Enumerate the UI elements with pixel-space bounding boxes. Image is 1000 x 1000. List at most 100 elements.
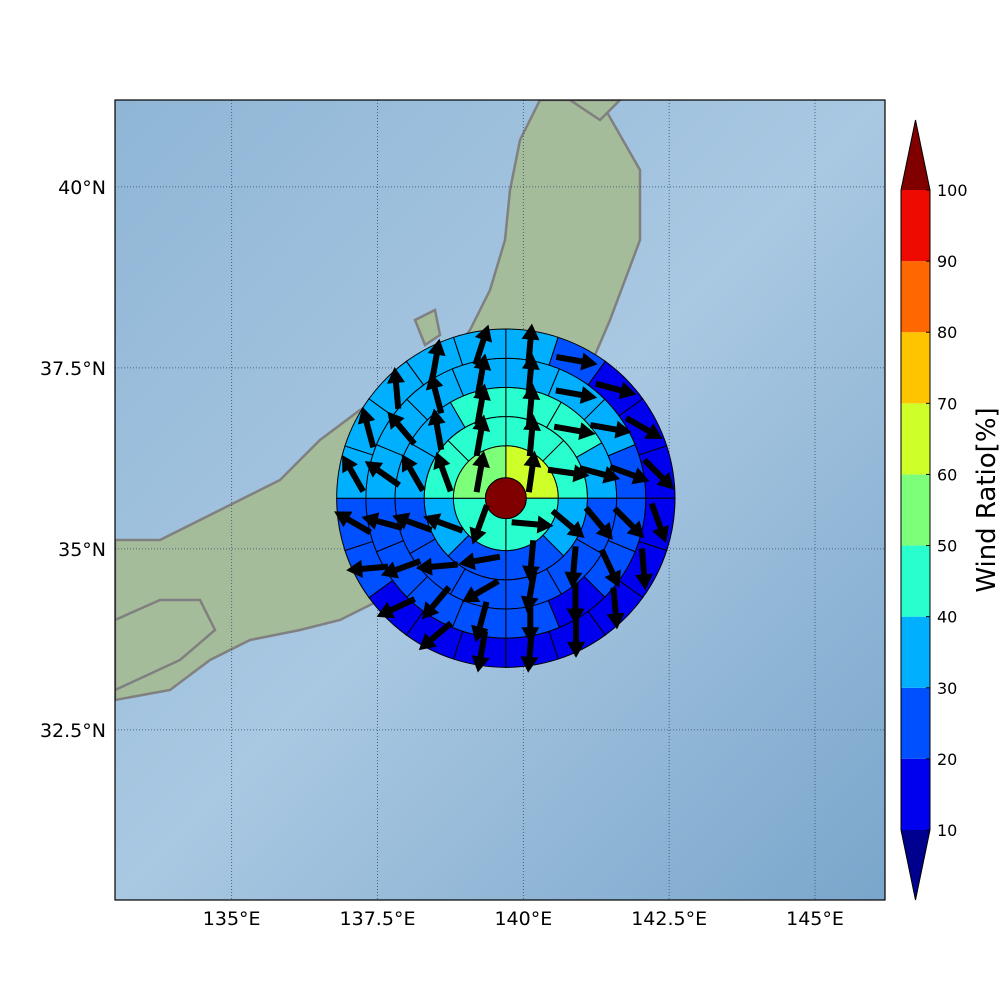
colorbar-tick-label: 40	[937, 608, 957, 627]
wind-arrow-shape	[357, 406, 377, 449]
wind-arrow	[423, 513, 464, 534]
wind-arrow-shape	[461, 578, 500, 603]
wind-arrow-shape	[564, 546, 583, 589]
wind-arrow-shape	[598, 548, 621, 588]
wind-arrow	[472, 450, 490, 493]
colorbar-label: Wind Ratio[%]	[972, 407, 1000, 592]
wind-arrow	[392, 512, 433, 533]
wind-arrow	[433, 451, 454, 493]
land-hokkaido-tip	[567, 100, 622, 122]
wind-arrow-shape	[418, 620, 453, 651]
wind-arrow	[583, 505, 613, 540]
y-tick-label: 40°N	[58, 177, 106, 199]
wind-arrow-shape	[522, 539, 540, 583]
wind-arrow-shape	[609, 464, 650, 485]
colorbar-band	[901, 474, 930, 546]
wind-arrow-shape	[635, 548, 654, 591]
wind-arrow	[612, 506, 645, 539]
wind-arrow-shape	[567, 615, 586, 658]
wind-arrow-shape	[422, 585, 452, 620]
wind-arrow	[520, 630, 539, 673]
wind-arrow-shape	[511, 515, 554, 534]
wind-arrow-shape	[589, 420, 632, 439]
wind-arrow-shape	[648, 502, 670, 544]
wind-arrow	[357, 406, 377, 449]
wind-arrow-shape	[334, 511, 372, 535]
wind-arrow-shape	[415, 557, 458, 576]
colorbar-tick-label: 100	[937, 181, 968, 200]
wind-arrow	[346, 559, 389, 578]
wind-arrow	[342, 454, 366, 493]
wind-arrow	[472, 414, 491, 457]
wind-arrow-shape	[471, 630, 490, 673]
wind-arrow	[555, 386, 598, 404]
wind-arrow	[635, 548, 654, 591]
wind-arrow	[520, 570, 539, 613]
wind-arrow	[364, 461, 401, 488]
colorbar-tick-label: 60	[937, 465, 957, 484]
wind-arrow-shape	[642, 457, 675, 490]
wind-arrow-shape	[555, 352, 598, 371]
wind-arrow-shape	[376, 596, 416, 619]
wind-arrow	[425, 372, 445, 415]
wind-arrow	[523, 450, 542, 493]
x-tick-label: 137.5°E	[340, 908, 416, 930]
wind-arrow	[521, 323, 540, 366]
wind-arrow	[415, 557, 458, 576]
land-shikoku	[115, 598, 217, 692]
colorbar-band	[901, 758, 930, 830]
wind-arrow-shape	[523, 450, 542, 493]
x-tick-label: 135°E	[203, 908, 261, 930]
wind-arrow-shape	[555, 386, 598, 404]
wind-arrow-shape	[521, 601, 540, 644]
wind-arrow	[566, 582, 585, 625]
colorbar-tick-label: 10	[937, 821, 957, 840]
wind-arrow-shape	[624, 415, 663, 440]
wind-arrow-shape	[520, 570, 539, 613]
x-tick-label: 142.5°E	[631, 908, 707, 930]
wind-arrow	[361, 512, 403, 531]
wind-arrow	[595, 380, 637, 400]
wind-arrow	[609, 464, 650, 485]
wind-arrow	[376, 596, 416, 619]
wind-arrow-shape	[612, 506, 645, 539]
wind-arrows	[334, 323, 675, 673]
wind-arrow	[422, 585, 452, 620]
wind-arrow	[469, 504, 490, 545]
colorbar-tick-label: 70	[937, 394, 957, 413]
colorbar-tick-label: 20	[937, 750, 957, 769]
wind-arrow	[511, 515, 554, 534]
colorbar-over-triangle	[901, 120, 930, 190]
wind-arrow-shape	[392, 512, 433, 533]
colorbar-tick-label: 50	[937, 537, 957, 556]
colorbar-band	[901, 545, 930, 617]
wind-arrow-shape	[595, 380, 637, 400]
x-tick-label: 140°E	[494, 908, 552, 930]
wind-arrow	[427, 338, 446, 381]
colorbar-under-triangle	[901, 830, 930, 900]
y-tick-label: 35°N	[58, 539, 106, 561]
wind-arrow	[648, 502, 670, 544]
wind-arrow-shape	[520, 630, 539, 673]
wind-arrow	[427, 408, 446, 451]
wind-arrow-shape	[458, 552, 501, 571]
wind-arrow-shape	[472, 414, 491, 457]
wind-arrow	[547, 464, 590, 483]
wind-arrow-shape	[550, 508, 585, 539]
wind-arrow	[564, 546, 583, 589]
wind-arrow	[624, 415, 663, 440]
wind-arrow-shape	[472, 450, 490, 493]
wind-arrow	[458, 552, 501, 571]
wind-arrow-shape	[387, 366, 405, 410]
colorbar-band	[901, 332, 930, 404]
wind-arrow-shape	[380, 558, 422, 579]
wind-arrow	[401, 454, 426, 493]
wind-arrow-shape	[469, 504, 490, 545]
wind-arrow	[589, 420, 632, 439]
wind-arrow-shape	[423, 513, 464, 534]
wind-arrow	[472, 324, 493, 366]
wind-arrow-shape	[566, 582, 585, 625]
wind-arrow-shape	[553, 422, 596, 441]
